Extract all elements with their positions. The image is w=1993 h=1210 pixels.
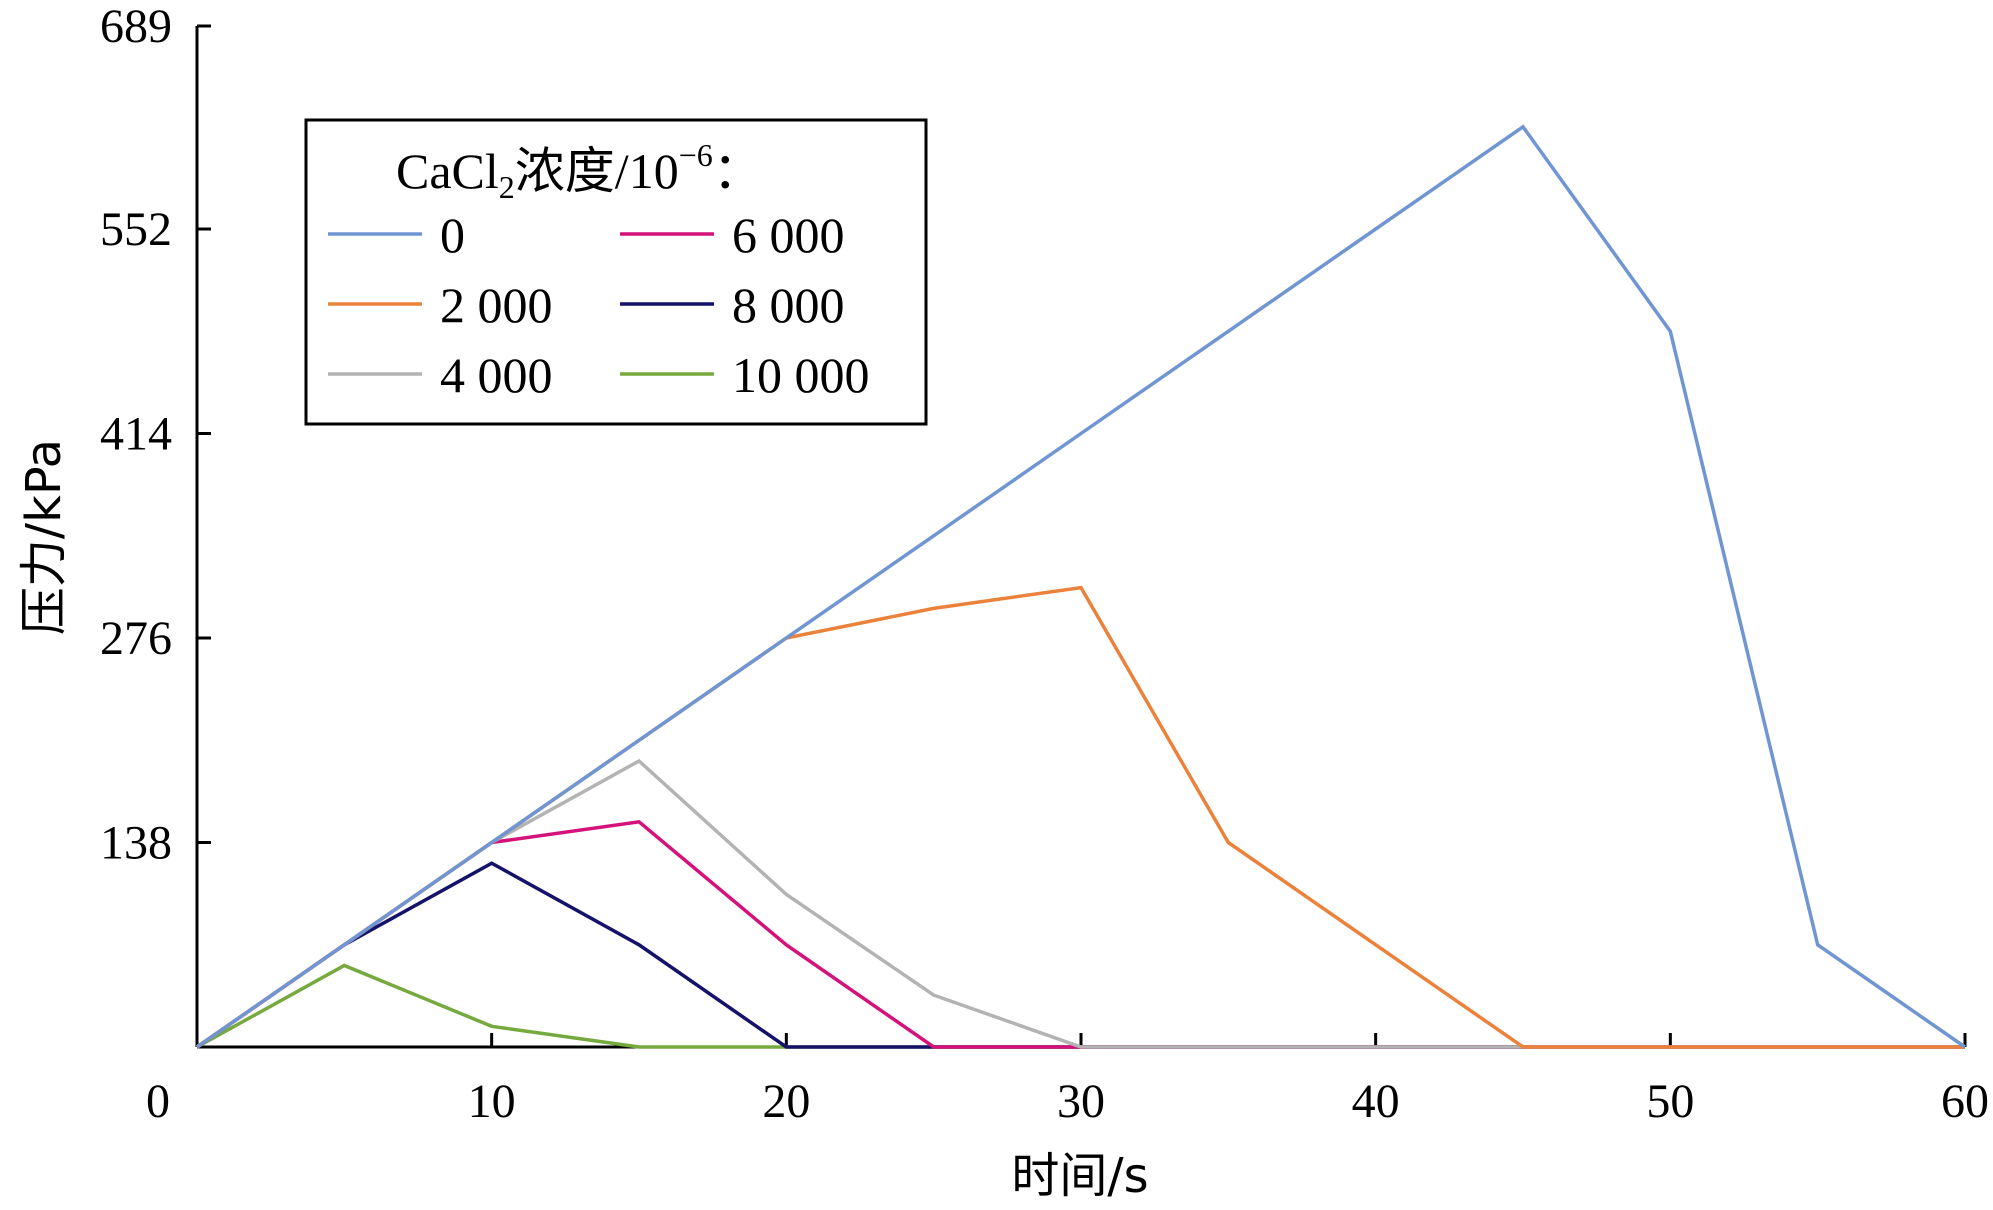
legend-title: CaCl2浓度/10−6： <box>396 137 763 205</box>
x-tick-label: 10 <box>468 1075 516 1128</box>
legend-title-sup: −6 <box>679 137 713 173</box>
y-tick-label: 276 <box>100 612 172 665</box>
y-tick-label: 414 <box>100 408 172 461</box>
legend-label-5: 8 000 <box>732 277 845 333</box>
y-tick-label: 138 <box>100 817 172 870</box>
y-tick-label: 552 <box>100 203 172 256</box>
legend-label-4: 6 000 <box>732 207 845 263</box>
y-axis-title: 压力/kPa <box>16 439 72 635</box>
series-line-1 <box>196 124 1966 1049</box>
x-tick-label: 50 <box>1646 1075 1694 1128</box>
legend: CaCl2浓度/10−6： 0 2 000 4 000 6 000 8 000 10 00… <box>304 118 928 426</box>
x-axis-title: 时间/s <box>1011 1148 1148 1204</box>
legend-title-mid: 浓度/10 <box>515 143 679 199</box>
legend-label-2: 2 000 <box>440 277 553 333</box>
legend-title-main: CaCl <box>396 143 499 199</box>
x-tick-label: 0 <box>146 1075 170 1128</box>
legend-title-sub: 2 <box>499 169 515 205</box>
legend-label-3: 4 000 <box>440 347 553 403</box>
x-tick-label: 40 <box>1352 1075 1400 1128</box>
series-line-5 <box>196 861 1965 1049</box>
x-tick-label: 60 <box>1941 1075 1989 1128</box>
x-tick-label: 20 <box>762 1075 810 1128</box>
series-line-2 <box>196 585 1965 1049</box>
x-tick-label: 30 <box>1057 1075 1105 1128</box>
legend-label-6: 10 000 <box>732 347 870 403</box>
series-line-3 <box>196 758 1965 1049</box>
series-lines <box>196 124 1966 1049</box>
legend-title-end: ： <box>713 143 763 199</box>
y-tick-label: 689 <box>100 0 172 53</box>
legend-items: 0 2 000 4 000 6 000 8 000 10 000 <box>328 207 870 403</box>
legend-label-1: 0 <box>440 207 465 263</box>
ticks <box>197 24 1967 1047</box>
